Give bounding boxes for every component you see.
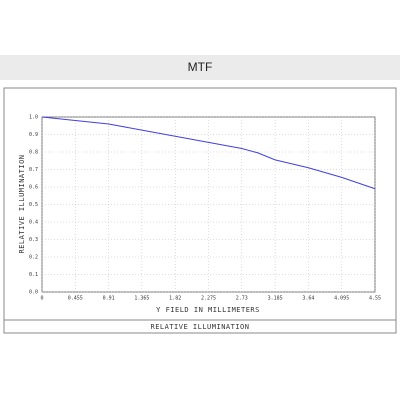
x-tick-label: 0 (40, 296, 43, 302)
y-tick-label: 0.8 (29, 150, 38, 156)
window-title: MTF (0, 55, 400, 80)
x-tick-label: 0.91 (103, 296, 115, 302)
y-tick-label: 0.2 (29, 255, 38, 261)
x-tick-label: 1.82 (169, 296, 181, 302)
x-tick-label: 4.55 (369, 296, 381, 302)
chart-frame (3, 87, 397, 334)
y-tick-label: 0.3 (29, 237, 38, 243)
y-tick-label: 1.0 (29, 115, 38, 121)
y-tick-label: 0.5 (29, 202, 38, 208)
y-tick-label: 0.4 (29, 220, 38, 226)
y-tick-label: 0.6 (29, 185, 38, 191)
y-tick-label: 0.9 (29, 132, 38, 138)
caption: RELATIVE ILLUMINATION (150, 323, 249, 331)
y-axis-label: RELATIVE ILLUMINATION (18, 154, 26, 253)
y-tick-label: 0.0 (29, 290, 38, 296)
x-tick-label: 4.095 (334, 296, 349, 302)
x-tick-label: 3.185 (268, 296, 283, 302)
x-tick-label: 1.365 (134, 296, 149, 302)
x-tick-label: 3.64 (302, 296, 314, 302)
x-tick-label: 2.73 (236, 296, 248, 302)
data-line (41, 116, 376, 190)
y-tick-label: 0.7 (29, 167, 38, 173)
x-axis-label: Y FIELD IN MILLIMETERS (156, 306, 260, 314)
x-tick-label: 2.275 (201, 296, 216, 302)
x-tick-label: 0.455 (68, 296, 83, 302)
y-tick-label: 0.1 (29, 272, 38, 278)
